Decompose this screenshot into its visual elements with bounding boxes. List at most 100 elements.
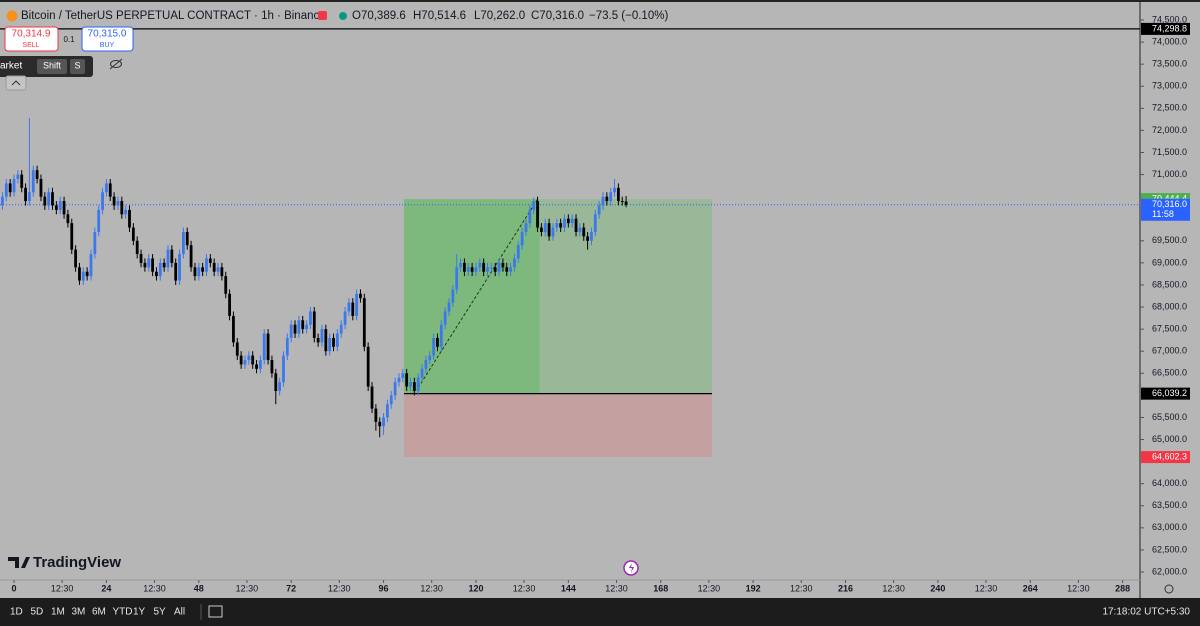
candle-body [416,377,420,391]
price-tag [1141,22,1190,35]
candle-body [120,201,124,215]
timeframe-button[interactable]: 1D [10,607,23,618]
candle-body [582,227,586,237]
y-tick-label: 71,500.0 [1152,147,1187,157]
candle-body [574,218,578,232]
candle-body [362,298,366,347]
candle-body [312,311,316,338]
candle-body [228,293,231,316]
candle-body [220,267,224,277]
timeframe-button[interactable]: 1Y [133,607,146,618]
candle-body [424,360,428,369]
candle-body [112,196,116,206]
candle-body [185,231,189,246]
candle-body [201,267,205,272]
y-tick-label: 63,500.0 [1152,500,1187,510]
ohlc-open: O70,389.6 [352,10,406,22]
key-label: Shift [43,60,62,70]
candle-body [255,364,258,369]
y-tick-label: 68,000.0 [1152,301,1187,311]
y-tick-label: 73,000.0 [1152,81,1187,91]
price-tag-label: 74,298.8 [1152,23,1187,33]
x-tick-label: 12:30 [513,583,536,593]
x-tick-label: 12:30 [605,583,628,593]
date-range-icon[interactable] [208,605,223,618]
timeframe-button[interactable]: YTD [113,607,133,618]
timeframe-button[interactable]: 6M [92,607,106,618]
x-tick-label: 0 [12,583,17,593]
x-tick-label: 12:30 [1067,583,1090,593]
key-label: S [74,60,80,70]
market-status [339,12,347,20]
candle-body [1,196,4,206]
candle-body [282,355,285,383]
candle-body [509,267,513,272]
x-tick-label: 144 [561,583,576,593]
candle-body [393,382,397,396]
candle-body [116,201,120,206]
timeframe-button[interactable]: 5D [31,607,44,618]
candle-body [466,267,470,272]
candle-body [436,337,439,347]
candle-body [270,360,274,374]
candle-body [555,223,559,228]
candle-body [247,355,251,361]
candle-body [405,373,409,387]
candle-body [620,201,624,203]
candle-body [432,337,436,356]
candle-body [239,355,243,365]
x-tick-label: 168 [653,583,668,593]
candle-body [4,183,8,197]
candle-body [78,267,81,281]
candle-body [243,360,247,365]
timeframe-button[interactable]: 3M [72,607,86,618]
candle-body [20,174,24,188]
toolbar-text: arket [0,61,22,72]
candle-body [501,262,505,268]
timeframe-button[interactable]: 5Y [154,607,167,618]
candle-body [258,360,262,369]
candle-body [513,258,516,268]
candle-body [420,368,424,378]
collapse-button[interactable] [5,75,27,91]
candle-body [586,236,589,241]
candle-body [216,267,220,272]
eye-icon-slash [109,58,123,70]
sell-button[interactable] [4,26,59,52]
candle-body [570,218,574,224]
x-tick-label: 192 [746,583,761,593]
candle-body [124,209,128,215]
candle-body [478,262,482,268]
axes: 74,500.0 74,000.0 73,500.0 73,000.0 72,500.0… [12,14,1190,593]
candle-body [447,302,451,312]
buy-button[interactable] [81,26,134,52]
candle-body [16,174,20,179]
price-tag [1141,198,1190,221]
price-tag-label: 70,444.4 [1152,193,1187,203]
eye-icon[interactable] [110,60,122,68]
candle-body [170,249,174,263]
sell-label: SELL [22,42,39,49]
x-tick-label: 288 [1115,583,1130,593]
candle-body [489,267,493,269]
candle-body [289,324,293,338]
candle-body [43,196,47,206]
x-tick-label: 240 [930,583,945,593]
y-tick-label: 72,500.0 [1152,103,1187,113]
candle-body [174,262,178,281]
timeframe-button[interactable]: All [174,607,185,618]
trade-trail [417,198,538,388]
settings-icon[interactable] [1164,584,1174,594]
candle-body [158,262,162,277]
candle-body [93,231,97,255]
y-tick-label: 72,000.0 [1152,125,1187,135]
candle-body [232,315,235,343]
candle-body [97,209,101,232]
candle-body [316,337,320,343]
candle-body [339,324,343,334]
symbol-title: Bitcoin / TetherUS PERPETUAL CONTRACT · … [21,10,326,22]
timeframe-button[interactable]: 1M [51,607,65,618]
buy-price: 70,315.0 [88,29,127,40]
candle-body [624,201,628,205]
candle-body [597,205,601,215]
